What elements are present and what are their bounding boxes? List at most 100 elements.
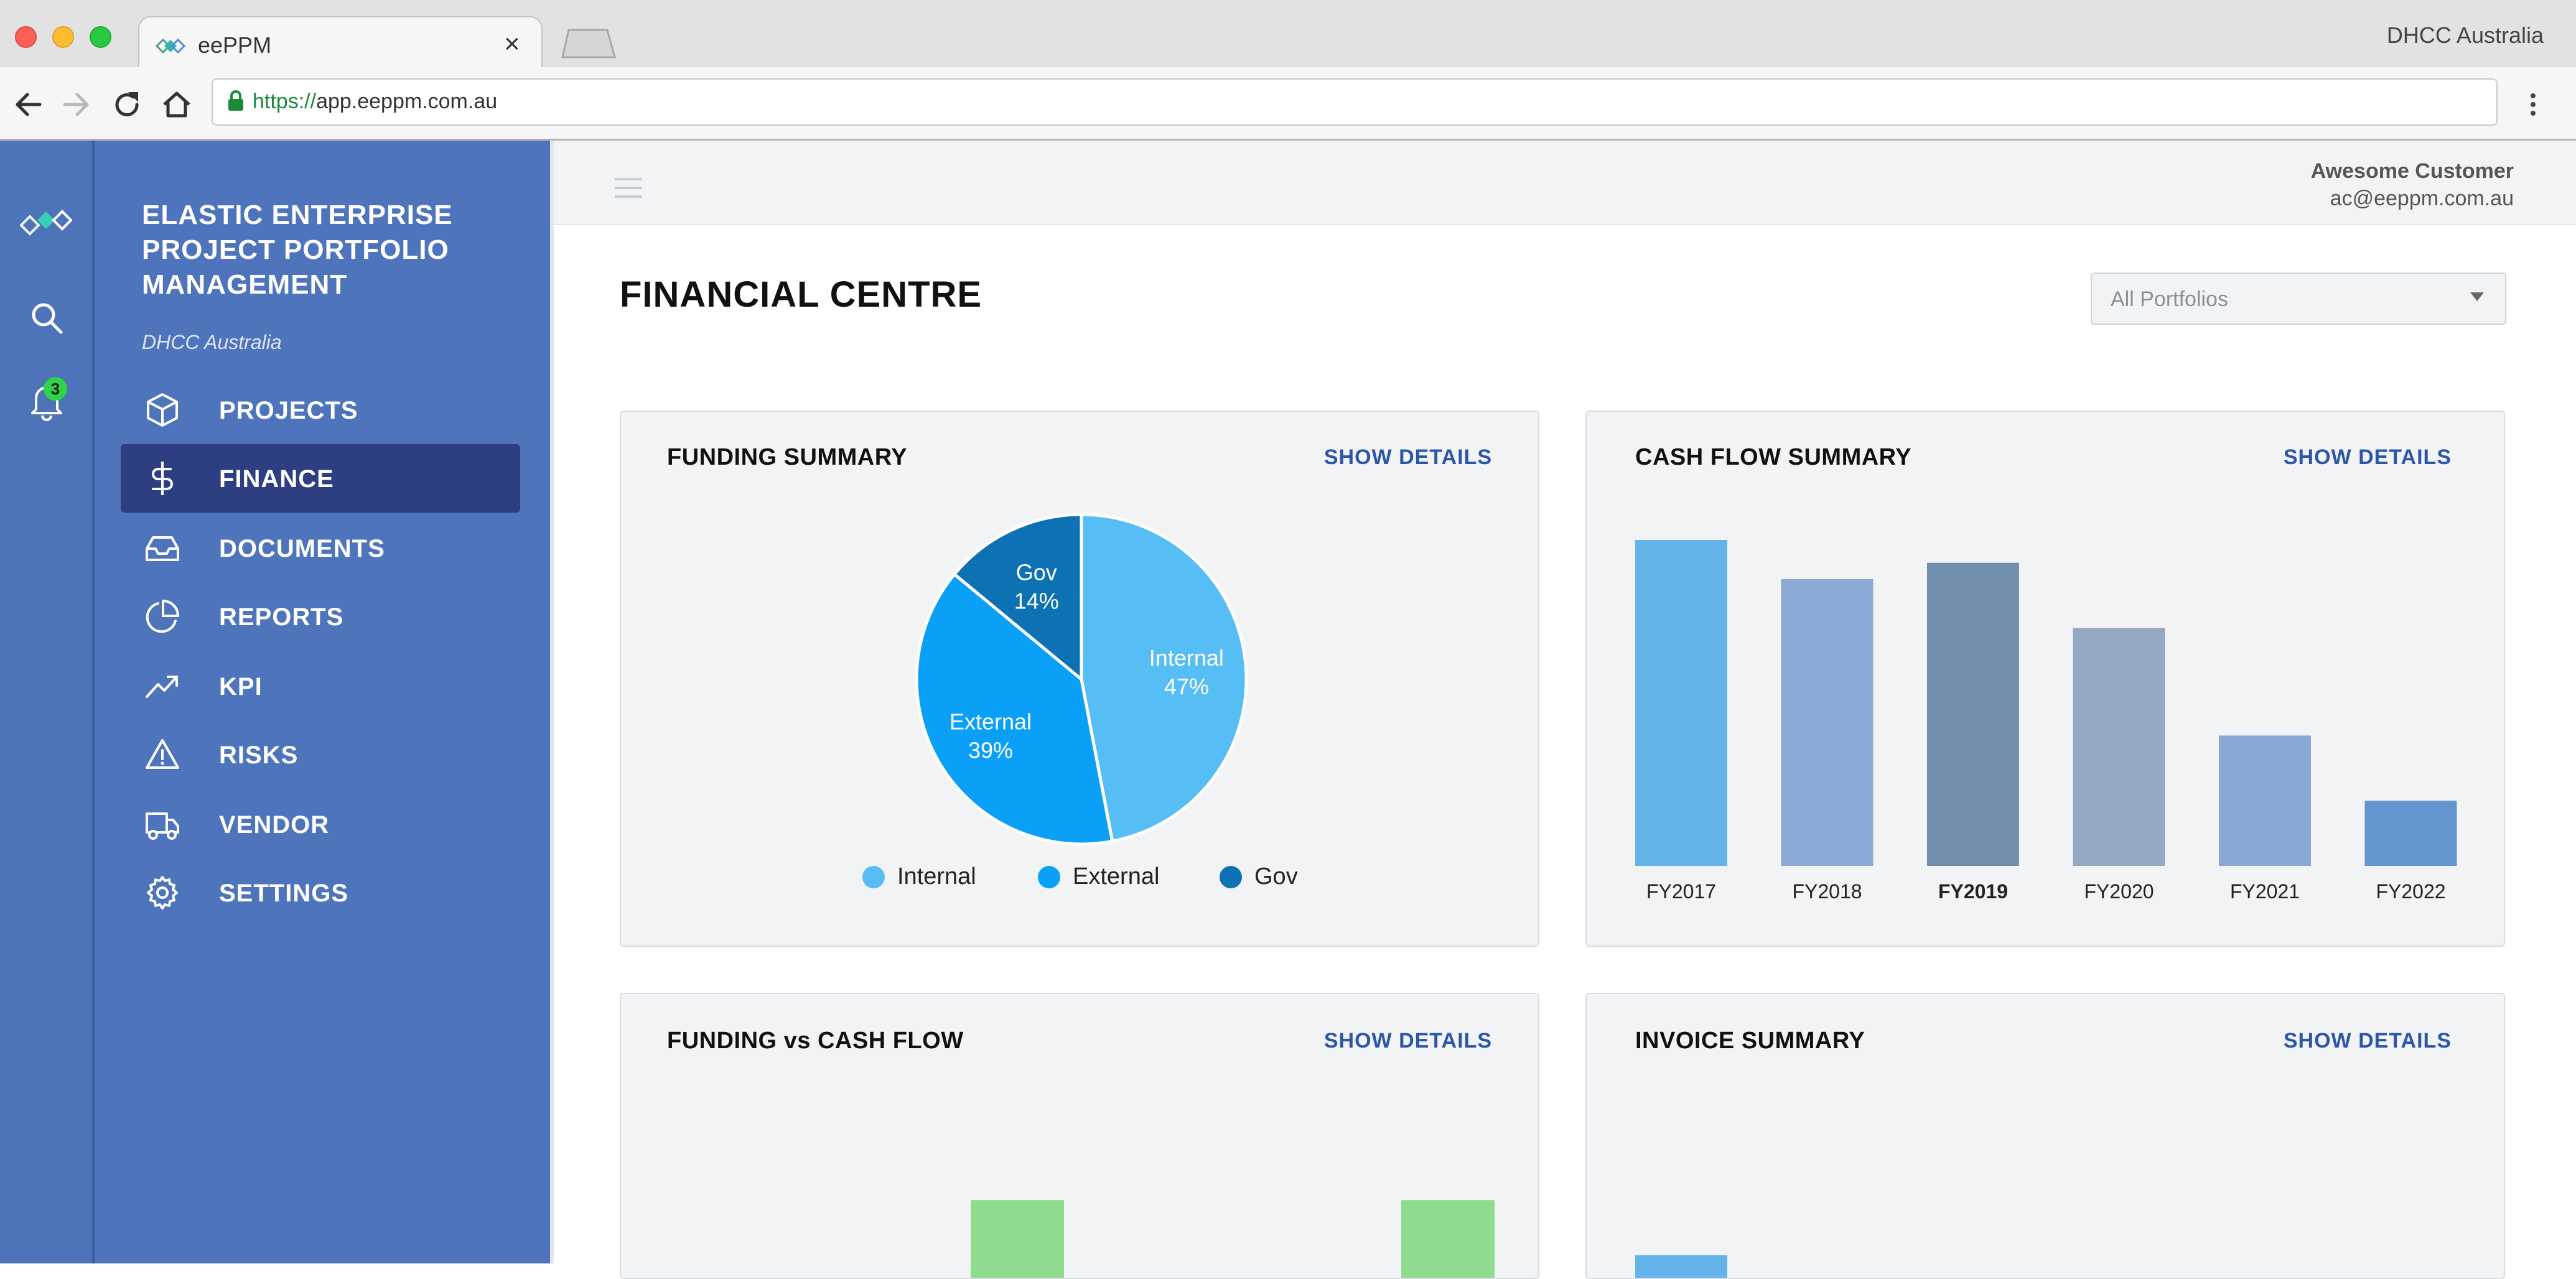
x-tick-label: FY2019 — [1938, 880, 2008, 903]
funding-vs-cash-flow-bar[interactable] — [971, 1200, 1064, 1279]
pie-slice-label: External — [950, 709, 1032, 734]
pie-slice-label: Gov — [1016, 560, 1057, 585]
funding-summary-card: FUNDING SUMMARY SHOW DETAILS Internal 47%… — [620, 411, 1539, 947]
url-host: app.eeppm.com.au — [316, 90, 498, 113]
bar-fy2020[interactable] — [2073, 628, 2165, 866]
back-arrow-icon[interactable] — [11, 87, 46, 122]
user-email: ac@eeppm.com.au — [2330, 187, 2514, 210]
sidebar — [95, 141, 551, 1263]
bar-fy2019[interactable] — [1927, 562, 2019, 866]
funding-vs-cash-flow-card: FUNDING vs CASH FLOW SHOW DETAILS — [620, 993, 1539, 1279]
pie-slice-gov[interactable] — [952, 513, 1083, 683]
home-icon[interactable] — [159, 87, 194, 122]
forward-arrow-icon[interactable] — [58, 87, 93, 122]
show-details-link[interactable]: SHOW DETAILS — [1323, 1029, 1492, 1053]
org-name: DHCC Australia — [142, 331, 282, 353]
sidebar-item-label: VENDOR — [219, 811, 330, 839]
x-tick-label: FY2021 — [2230, 880, 2300, 903]
x-tick-label: FY2022 — [2376, 880, 2445, 903]
inbox-icon — [146, 536, 179, 561]
tab-close-icon[interactable]: × — [504, 29, 520, 59]
bar-fy2018[interactable] — [1781, 579, 1874, 866]
user-name[interactable]: Awesome Customer — [2310, 159, 2514, 183]
truck-icon — [146, 812, 179, 840]
page-title: FINANCIAL CENTRE — [620, 274, 982, 315]
url-text: https://app.eeppm.com.au — [253, 90, 497, 114]
funding-pie-chart: Internal 47% External 39% Gov 14% — [915, 513, 1248, 846]
portfolio-select-value: All Portfolios — [2111, 287, 2228, 311]
lock-icon — [228, 90, 243, 111]
card-title: INVOICE SUMMARY — [1635, 1028, 1865, 1054]
sidebar-item-label: KPI — [219, 673, 263, 700]
pie-slice-value: 14% — [1014, 588, 1059, 614]
eeppm-logo-icon[interactable] — [20, 204, 72, 241]
show-details-link[interactable]: SHOW DETAILS — [2283, 445, 2452, 469]
sidebar-item-label: SETTINGS — [219, 880, 349, 907]
show-details-link[interactable]: SHOW DETAILS — [1323, 445, 1492, 469]
sidebar-item-projects[interactable]: PROJECTS — [121, 376, 520, 444]
legend-swatch-internal — [862, 866, 885, 888]
portfolio-select[interactable] — [2091, 272, 2506, 325]
top-header — [554, 141, 2576, 225]
x-tick-label: FY2017 — [1646, 880, 1716, 903]
dollar-icon — [152, 462, 173, 495]
pie-slice-value: 39% — [968, 737, 1013, 763]
sidebar-item-finance[interactable]: FINANCE — [121, 444, 520, 513]
notification-badge: 3 — [44, 377, 67, 401]
legend-label-gov: Gov — [1254, 863, 1298, 890]
bar-fy2022[interactable] — [2364, 801, 2457, 866]
sidebar-item-label: REPORTS — [219, 603, 344, 631]
sidebar-item-label: DOCUMENTS — [219, 535, 385, 562]
funding-vs-cash-flow-chart — [971, 1200, 1495, 1279]
sidebar-item-label: FINANCE — [219, 465, 334, 493]
bar-fy2021[interactable] — [2219, 735, 2311, 866]
invoice-summary-bar[interactable] — [1635, 1255, 1727, 1279]
card-title: FUNDING vs CASH FLOW — [667, 1028, 964, 1054]
cash-flow-summary-card: CASH FLOW SUMMARY SHOW DETAILS FY2017 FY2… — [1585, 411, 2505, 947]
pie-slice-value: 47% — [1164, 674, 1209, 699]
card-title: FUNDING SUMMARY — [667, 444, 908, 470]
sidebar-edge — [550, 141, 554, 1263]
browser-menu-icon[interactable] — [2524, 87, 2542, 122]
reload-icon[interactable] — [110, 87, 144, 122]
chevron-down-icon — [2470, 292, 2484, 301]
sidebar-item-vendor[interactable]: VENDOR — [121, 790, 520, 858]
icon-rail — [0, 141, 93, 1263]
sidebar-item-settings[interactable]: SETTINGS — [121, 858, 520, 927]
x-tick-label: FY2018 — [1792, 880, 1862, 903]
window-title: DHCC Australia — [2386, 22, 2544, 48]
funding-vs-cash-flow-bar[interactable] — [1401, 1200, 1495, 1279]
sidebar-item-label: RISKS — [219, 742, 299, 769]
gear-icon — [147, 876, 178, 909]
sidebar-item-reports[interactable]: REPORTS — [121, 582, 520, 651]
app-name: ELASTIC ENTERPRISE PROJECT PORTFOLIO MAN… — [142, 200, 453, 300]
invoice-summary-chart — [1635, 1255, 1727, 1279]
legend-label-external: External — [1073, 863, 1160, 890]
address-bar[interactable] — [212, 78, 2498, 126]
new-tab-button[interactable] — [559, 27, 618, 60]
pie-chart-icon — [146, 600, 179, 633]
sidebar-item-kpi[interactable]: KPI — [121, 652, 520, 720]
sidebar-item-risks[interactable]: RISKS — [121, 720, 520, 789]
browser-tab[interactable] — [138, 16, 543, 68]
pie-slice-internal[interactable] — [1080, 513, 1248, 844]
window-zoom-button[interactable] — [90, 26, 111, 48]
tab-title: eePPM — [198, 32, 272, 58]
search-icon[interactable] — [29, 300, 65, 336]
window-close-button[interactable] — [15, 26, 37, 48]
show-details-link[interactable]: SHOW DETAILS — [2283, 1029, 2452, 1053]
hamburger-menu-icon[interactable] — [614, 175, 643, 200]
card-title: CASH FLOW SUMMARY — [1635, 444, 1912, 470]
pie-slice-label: Internal — [1149, 645, 1224, 671]
cash-flow-bar-chart: FY2017 FY2018 FY2019 FY2020 FY2021 FY2022 — [1635, 540, 2457, 903]
legend-swatch-gov — [1220, 866, 1242, 888]
rail-divider — [92, 141, 95, 1263]
sidebar-item-documents[interactable]: DOCUMENTS — [121, 514, 520, 582]
warning-icon — [146, 739, 179, 769]
bar-fy2017[interactable] — [1635, 540, 1727, 866]
sidebar-item-label: PROJECTS — [219, 397, 358, 424]
invoice-summary-card: INVOICE SUMMARY SHOW DETAILS — [1585, 993, 2505, 1279]
trending-up-icon — [146, 676, 178, 698]
pie-slice-external[interactable] — [915, 572, 1114, 846]
window-minimize-button[interactable] — [52, 26, 74, 48]
